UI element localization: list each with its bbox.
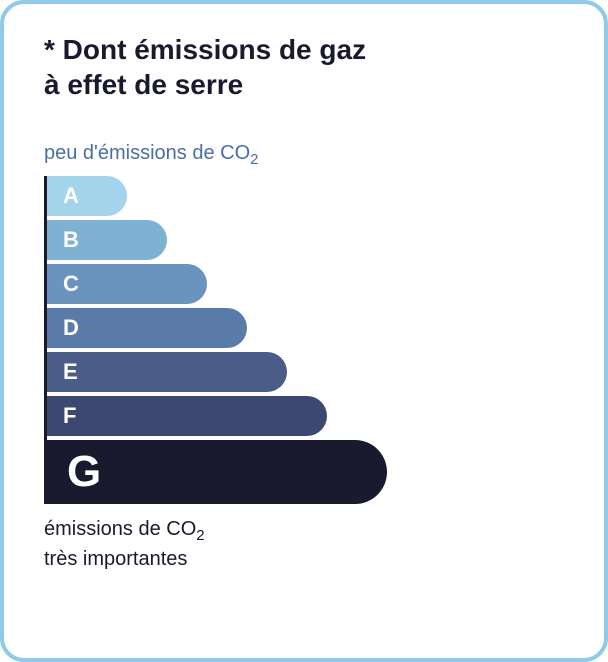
chart-title-line1: * Dont émissions de gaz <box>44 32 564 67</box>
bottom-label: émissions de CO2 très importantes <box>44 516 564 572</box>
rating-bar-c: C <box>47 264 207 304</box>
rating-bar-e: E <box>47 352 287 392</box>
rating-bar-b: B <box>47 220 167 260</box>
bottom-label-sub: 2 <box>196 527 204 544</box>
rating-bar-g: G <box>47 440 387 504</box>
rating-bar-label: B <box>63 227 79 253</box>
rating-bar-d: D <box>47 308 247 348</box>
chart-title-line2: à effet de serre <box>44 67 564 102</box>
top-label-text: peu d'émissions de CO <box>44 142 250 164</box>
bottom-label-line2: très importantes <box>44 546 564 572</box>
rating-bar-label: G <box>67 447 101 497</box>
rating-bar-f: F <box>47 396 327 436</box>
top-label: peu d'émissions de CO2 <box>44 142 564 168</box>
rating-bar-label: F <box>63 403 76 429</box>
rating-bar-label: E <box>63 359 78 385</box>
bottom-label-text: émissions de CO <box>44 518 196 540</box>
ghg-emissions-chart: * Dont émissions de gaz à effet de serre… <box>0 0 608 662</box>
top-label-sub: 2 <box>250 151 258 168</box>
rating-bar-label: A <box>63 183 79 209</box>
rating-bar-a: A <box>47 176 127 216</box>
bottom-label-line1: émissions de CO2 <box>44 516 564 546</box>
rating-bar-label: C <box>63 271 79 297</box>
chart-title: * Dont émissions de gaz à effet de serre <box>44 32 564 102</box>
bars-wrapper: ABCDEFG <box>44 176 564 504</box>
rating-bar-label: D <box>63 315 79 341</box>
